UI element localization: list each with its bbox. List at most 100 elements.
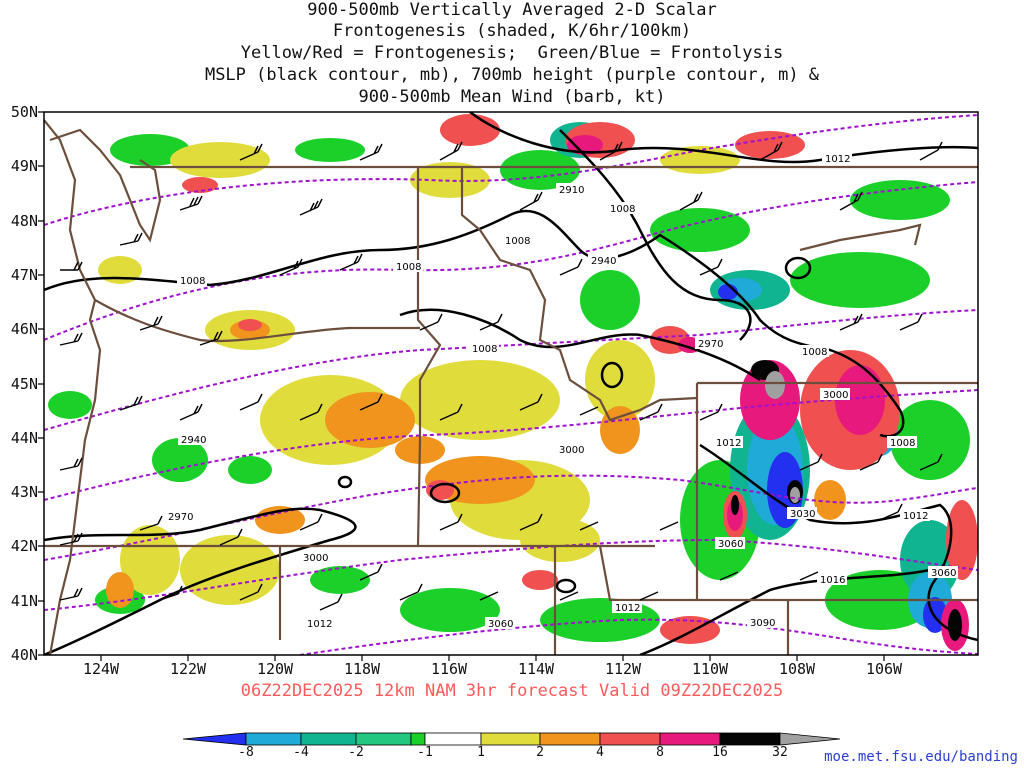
colorbar-swatch-5 [424,732,482,746]
lat-label-41n: 41N [10,592,38,610]
border-wa-or [94,299,420,343]
mslp-label-12: 1012 [615,603,640,614]
lat-label-40n: 40N [10,646,38,664]
colorbar-swatch-6 [480,732,541,746]
height-contour-2910 [44,114,978,226]
colorbar-swatch-7 [539,732,601,746]
mslp-contour-1008-central [399,308,761,382]
colorbar-swatch-8 [599,732,661,746]
mslp-closed-low-3 [429,482,461,504]
mslp-label-4: 1008 [396,262,421,273]
colorbar [182,732,841,746]
mslp-closed-low-1 [784,256,812,280]
colorbar-label-minus2: -2 [348,745,364,760]
height-label-6: 3000 [303,553,328,564]
colorbar-swatch-10 [719,732,781,746]
colorbar-label-8: 8 [656,745,664,760]
title-line-1: 900-500mb Vertically Averaged 2-D Scalar [307,0,717,20]
axis-ticks [38,111,885,661]
height-label-12: 3060 [931,568,956,579]
lon-label-118w: 118W [343,660,381,678]
mslp-label-13: 1016 [820,575,845,586]
height-contour-3060 [44,538,978,611]
state-borders [44,119,978,655]
height-label-2: 2940 [591,256,616,267]
height-contour-3000 [44,389,978,501]
mslp-closed-low-4 [337,475,353,489]
height-label-4: 2970 [168,512,193,523]
map-plot-area: 1012 1008 1008 1008 1008 1008 1008 1008 … [44,112,978,655]
height-label-13: 3090 [750,618,775,629]
mslp-contour-labels: 1012 1008 1008 1008 1008 1008 1008 1008 … [177,152,930,630]
mslp-label-3: 1008 [505,236,530,247]
height-label-1: 2910 [559,185,584,196]
lon-label-112w: 112W [604,660,642,678]
lon-label-122w: 122W [169,660,207,678]
lat-label-49n: 49N [10,157,38,175]
colorbar-low-end [182,732,247,746]
height-label-9: 3030 [790,509,815,520]
mslp-label-11: 1012 [307,619,332,630]
lon-label-124w: 124W [82,660,120,678]
mslp-label-5: 1008 [180,276,205,287]
mslp-label-2: 1008 [610,204,635,215]
height-label-10: 3060 [718,539,743,550]
height-label-5: 2970 [698,339,723,350]
height-contour-labels: 2910 2940 2940 2970 2970 3000 3000 3000 … [165,183,958,630]
mslp-label-10: 1012 [903,511,928,522]
title-line-4: MSLP (black contour, mb), 700mb height (… [204,65,820,85]
colorbar-label-4: 4 [596,745,604,760]
mslp-label-8: 1008 [890,438,915,449]
colorbar-label-minus1: -1 [417,745,433,760]
colorbar-swatch-1 [245,732,302,746]
mslp-label-7: 1008 [802,347,827,358]
mslp-contour-1012-central [44,507,357,655]
mslp-contour-1016 [639,568,931,655]
wind-barbs [59,141,943,611]
lon-label-106w: 106W [865,660,903,678]
border-utah-north [598,545,697,602]
colorbar-label-32: 32 [772,745,788,760]
mslp-label-6: 1008 [472,344,497,355]
title-line-5: 900-500mb Mean Wind (barb, kt) [358,87,666,107]
title-line-2: Frontogenesis (shaded, K/6hr/100km) [332,21,692,41]
mslp-label-9: 1012 [716,438,741,449]
contour-labels: 1012 1008 1008 1008 1008 1008 1008 1008 … [165,152,958,630]
forecast-valid-line: 06Z22DEC2025 12km NAM 3hr forecast Valid… [240,681,784,701]
lat-label-45n: 45N [10,375,38,393]
lat-label-43n: 43N [10,483,38,501]
colorbar-high-end [779,732,841,746]
lon-label-116w: 116W [430,660,468,678]
lon-label-114w: 114W [517,660,555,678]
height-contour-2940 [44,181,978,341]
credit-link[interactable]: moe.met.fsu.edu/banding [824,749,1018,765]
colorbar-label-16: 16 [712,745,728,760]
mslp-contours [44,112,978,655]
colorbar-swatch-2 [300,732,357,746]
height-label-11: 3060 [488,619,513,630]
mslp-closed-low-5 [555,578,577,594]
mslp-closed-low-2 [600,361,624,389]
height-label-3: 2940 [181,435,206,446]
colorbar-swatch-3 [355,732,412,746]
colorbar-label-minus4: -4 [293,745,309,760]
mslp-contour-1008-west [44,209,905,438]
frontogenesis-max-shading [765,371,800,503]
lat-label-47n: 47N [10,266,38,284]
colorbar-label-1: 1 [477,745,485,760]
height-label-8: 3000 [823,390,848,401]
colorbar-swatch-4 [410,732,426,746]
lat-label-44n: 44N [10,429,38,447]
border-puget-coast [49,128,162,243]
lon-label-120w: 120W [256,660,294,678]
lon-label-110w: 110W [691,660,729,678]
mslp-label-1: 1012 [825,154,850,165]
lat-label-50n: 50N [10,103,38,121]
mslp-contour-1012-north [469,112,978,164]
mslp-contour-1008-north [559,129,752,341]
border-idaho-montana [460,167,698,422]
lat-label-46n: 46N [10,320,38,338]
lat-label-48n: 48N [10,212,38,230]
colorbar-swatch-9 [659,732,721,746]
